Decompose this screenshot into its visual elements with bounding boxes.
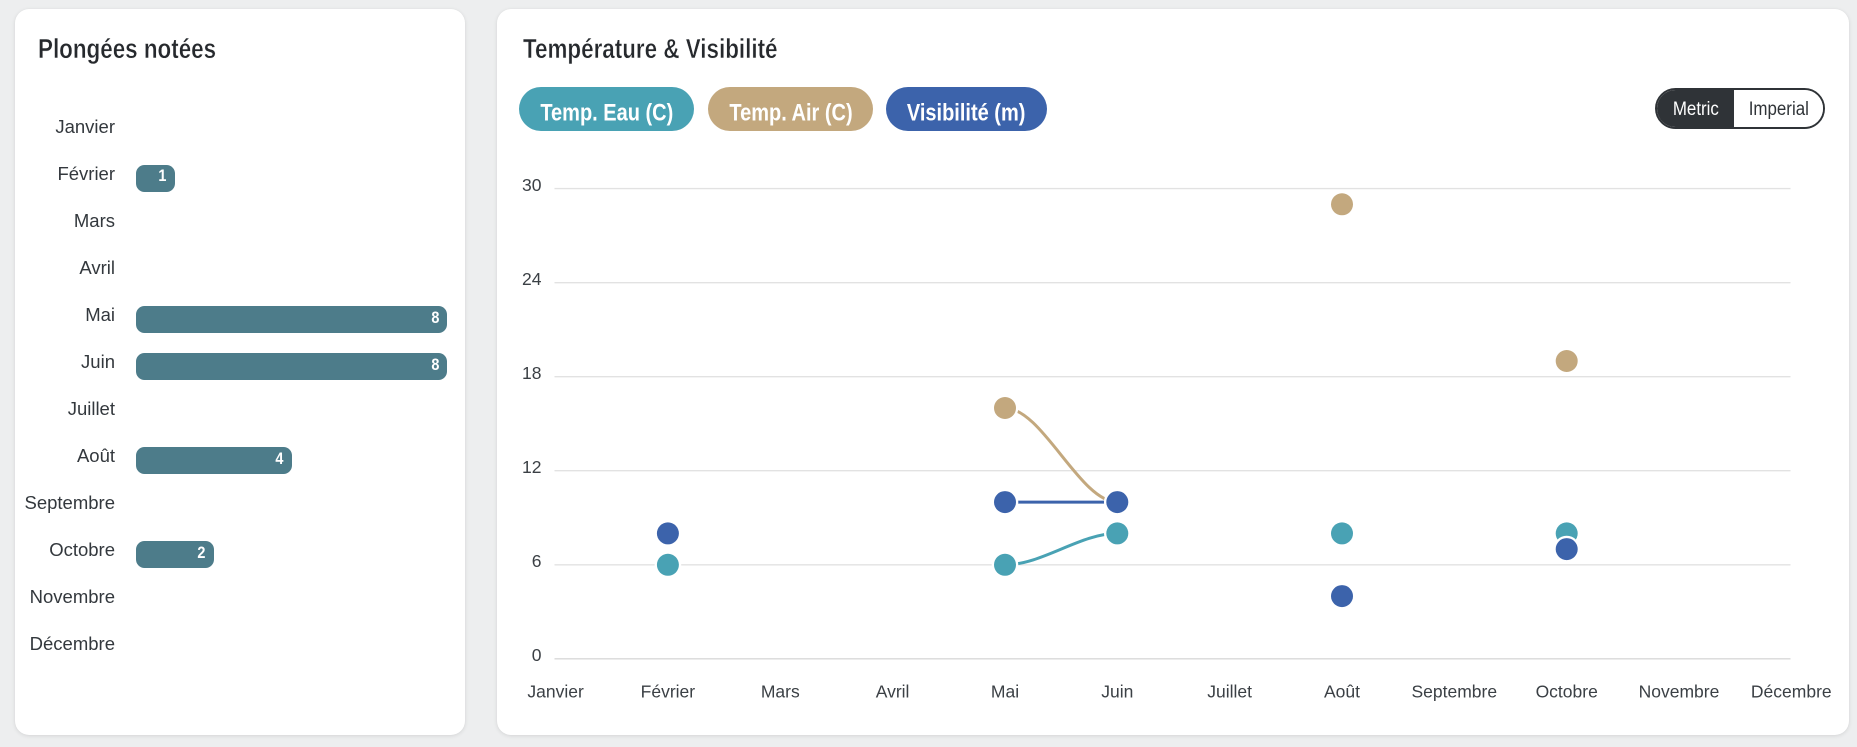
svg-text:12: 12 bbox=[522, 457, 541, 477]
svg-text:Avril: Avril bbox=[876, 681, 910, 701]
svg-text:Mai: Mai bbox=[991, 681, 1019, 701]
svg-text:Janvier: Janvier bbox=[527, 681, 584, 701]
svg-text:Mars: Mars bbox=[761, 681, 800, 701]
svg-text:Octobre: Octobre bbox=[1536, 681, 1598, 701]
svg-text:18: 18 bbox=[522, 363, 541, 383]
svg-text:Décembre: Décembre bbox=[1751, 681, 1832, 701]
svg-text:30: 30 bbox=[522, 175, 542, 195]
svg-text:0: 0 bbox=[532, 645, 542, 665]
svg-text:24: 24 bbox=[522, 269, 542, 289]
svg-text:Août: Août bbox=[1324, 681, 1360, 701]
svg-text:Novembre: Novembre bbox=[1639, 681, 1720, 701]
svg-text:Septembre: Septembre bbox=[1411, 681, 1497, 701]
svg-text:Juin: Juin bbox=[1101, 681, 1133, 701]
svg-text:Février: Février bbox=[641, 681, 696, 701]
svg-text:Juillet: Juillet bbox=[1207, 681, 1252, 701]
svg-text:6: 6 bbox=[532, 551, 542, 571]
